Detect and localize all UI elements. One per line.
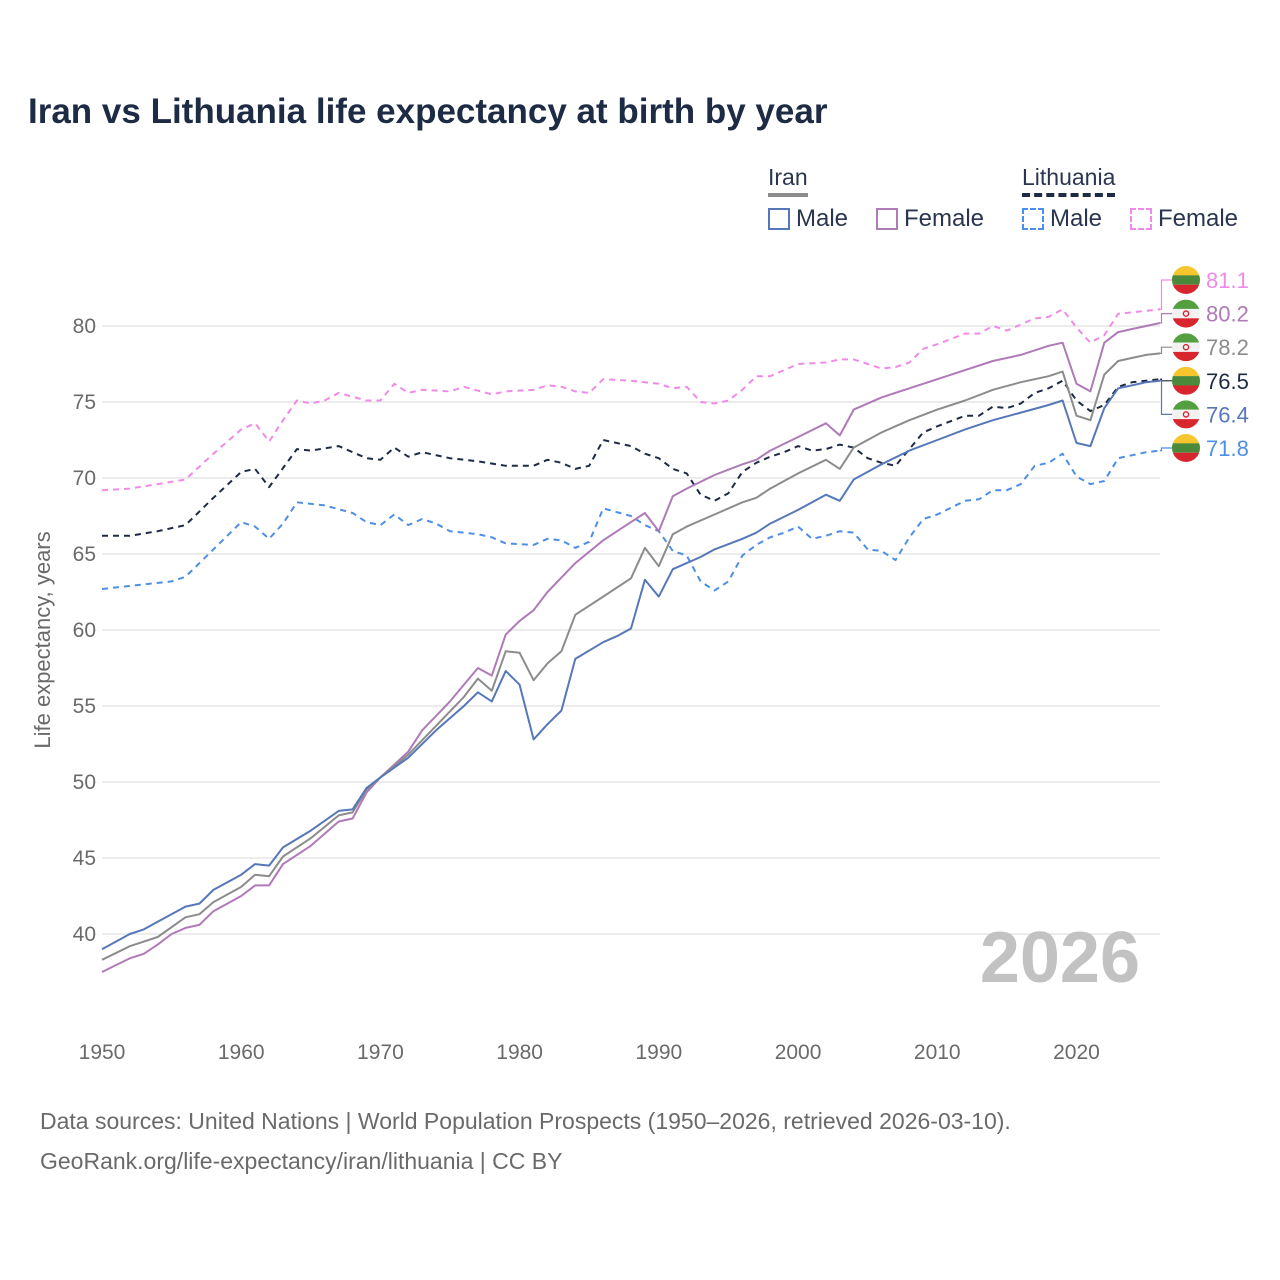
x-tick-label: 1950	[79, 1041, 126, 1064]
legend-iran-male[interactable]: Male	[768, 205, 848, 233]
legend-swatch-lithuania-male	[1022, 208, 1044, 230]
end-label-connector	[1160, 279, 1172, 310]
y-tick-label: 80	[73, 315, 96, 338]
y-axis-ticks: 40 45 50 55 60 65 70 75 80	[73, 315, 96, 946]
end-label-connector	[1160, 346, 1172, 354]
end-value-label: 71.8	[1206, 436, 1249, 461]
end-value-label: 78.2	[1206, 335, 1249, 360]
footer-source: Data sources: United Nations | World Pop…	[40, 1108, 1011, 1134]
y-tick-label: 55	[73, 695, 96, 718]
series-line-iran-female	[101, 322, 1161, 973]
chart-title: Iran vs Lithuania life expectancy at bir…	[28, 92, 828, 131]
legend-iran-female-label: Female	[904, 205, 985, 232]
x-tick-label: 1990	[635, 1041, 682, 1064]
lithuania-flag-icon	[1172, 366, 1200, 395]
y-tick-label: 60	[73, 619, 96, 642]
legend-swatch-iran-male	[768, 208, 790, 230]
legend-iran-line	[768, 193, 808, 197]
y-tick-label: 50	[73, 771, 96, 794]
legend-iran-female[interactable]: Female	[876, 205, 984, 233]
gridlines	[102, 325, 1160, 935]
legend-iran-male-label: Male	[796, 205, 849, 232]
lithuania-flag-icon	[1172, 266, 1200, 294]
y-tick-label: 75	[73, 391, 96, 414]
x-tick-label: 1960	[218, 1041, 265, 1064]
end-value-label: 76.5	[1206, 369, 1249, 394]
legend-lithuania-line	[1022, 193, 1116, 197]
y-tick-label: 70	[73, 467, 96, 490]
end-label-connector	[1160, 380, 1172, 415]
series-lines	[101, 308, 1161, 973]
x-tick-label: 2000	[775, 1041, 822, 1064]
end-value-label: 80.2	[1206, 302, 1249, 327]
series-line-lithuania-total	[102, 378, 1161, 537]
end-value-label: 76.4	[1206, 402, 1249, 427]
legend-swatch-lithuania-female	[1130, 208, 1152, 230]
y-tick-label: 45	[73, 847, 96, 870]
legend-iran-label: Iran	[768, 164, 808, 190]
lithuania-flag-icon	[1172, 434, 1200, 462]
iran-flag-icon	[1172, 299, 1200, 328]
footer-credit[interactable]: GeoRank.org/life-expectancy/iran/lithuan…	[40, 1148, 563, 1174]
series-line-iran-male	[101, 379, 1161, 951]
end-label-connector	[1160, 378, 1172, 382]
x-tick-label: 2010	[914, 1041, 961, 1064]
x-tick-label: 1980	[496, 1041, 543, 1064]
end-label-connector	[1160, 447, 1172, 452]
y-axis-label: Life expectancy, years	[30, 531, 55, 748]
series-line-lithuania-female	[101, 308, 1161, 492]
x-tick-label: 1970	[357, 1041, 404, 1064]
series-line-iran-total	[101, 352, 1161, 961]
legend-iran-heading: Iran	[768, 164, 808, 197]
y-tick-label: 40	[73, 923, 96, 946]
legend-swatch-iran-female	[876, 208, 898, 230]
x-axis-ticks: 1950 1960 1970 1980 1990 2000 2010 2020	[79, 1041, 1100, 1064]
legend-lithuania-male-label: Male	[1050, 205, 1103, 232]
legend-lithuania-female-label: Female	[1158, 205, 1239, 232]
end-labels: 81.1 80.2 78.2 76.5 76.4 71.8	[1160, 266, 1249, 462]
end-value-label: 81.1	[1206, 268, 1249, 293]
iran-flag-icon	[1172, 400, 1200, 429]
year-watermark: 2026	[980, 918, 1140, 998]
x-tick-label: 2020	[1053, 1041, 1100, 1064]
legend-lithuania-female[interactable]: Female	[1130, 205, 1238, 233]
legend-lithuania-heading: Lithuania	[1022, 164, 1116, 197]
series-line-lithuania-male	[101, 449, 1161, 592]
end-label-connector	[1160, 313, 1172, 324]
legend-lithuania-male[interactable]: Male	[1022, 205, 1102, 233]
y-tick-label: 65	[73, 543, 96, 566]
iran-flag-icon	[1172, 333, 1200, 362]
legend-lithuania-label: Lithuania	[1022, 164, 1116, 190]
